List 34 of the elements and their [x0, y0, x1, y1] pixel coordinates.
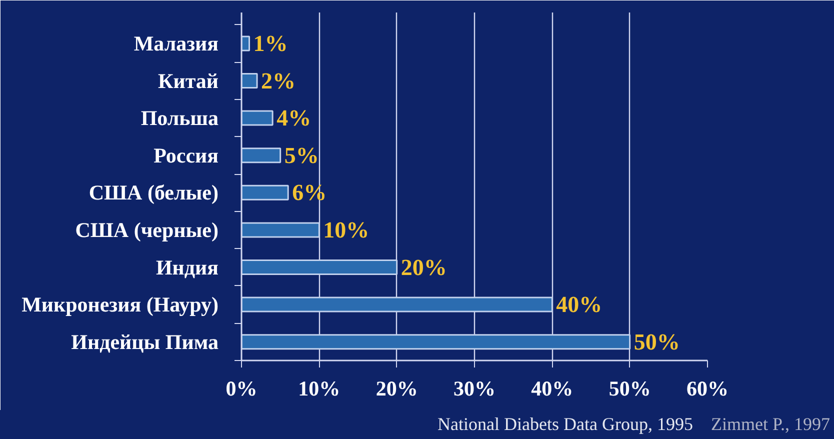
y-tick-label: Микронезия (Науру) [22, 292, 219, 317]
y-tick-label: Индия [156, 255, 219, 280]
data-label: 5% [284, 142, 319, 168]
x-tick-label: 30% [454, 376, 496, 400]
bar [242, 184, 289, 200]
bar [242, 296, 553, 312]
y-tick-label: Малазия [134, 31, 218, 56]
x-tick-label: 50% [608, 376, 651, 400]
y-tick-label: Россия [154, 143, 219, 168]
y-tick-label: Китай [158, 68, 218, 93]
bar [242, 260, 398, 275]
text: Zimmet P., 1997 [710, 414, 830, 434]
data-label: 1% [253, 30, 288, 56]
x-tick-label: 60% [686, 376, 728, 400]
bar [242, 73, 258, 88]
text: National Diabets Data Group, 1995 [438, 414, 693, 434]
data-label: 20% [400, 254, 447, 280]
bar [242, 148, 282, 164]
bar [242, 110, 274, 126]
y-tick-label: США (белые) [88, 180, 219, 205]
x-tick-label: 40% [531, 376, 574, 400]
data-label: 10% [323, 217, 370, 242]
x-tick-label: 20% [376, 376, 418, 400]
data-label: 40% [556, 292, 602, 318]
x-tick-label: 10% [298, 376, 340, 400]
y-tick-label: Польша [140, 106, 219, 130]
y-tick-label: Индейцы Пима [71, 330, 219, 354]
y-tick-label: США (черные) [75, 218, 219, 242]
x-tick-label: 0% [226, 376, 258, 400]
data-label: 2% [261, 68, 296, 94]
data-label: 50% [634, 329, 680, 354]
data-label: 4% [276, 106, 312, 131]
bar [242, 334, 631, 350]
bar [242, 222, 320, 238]
